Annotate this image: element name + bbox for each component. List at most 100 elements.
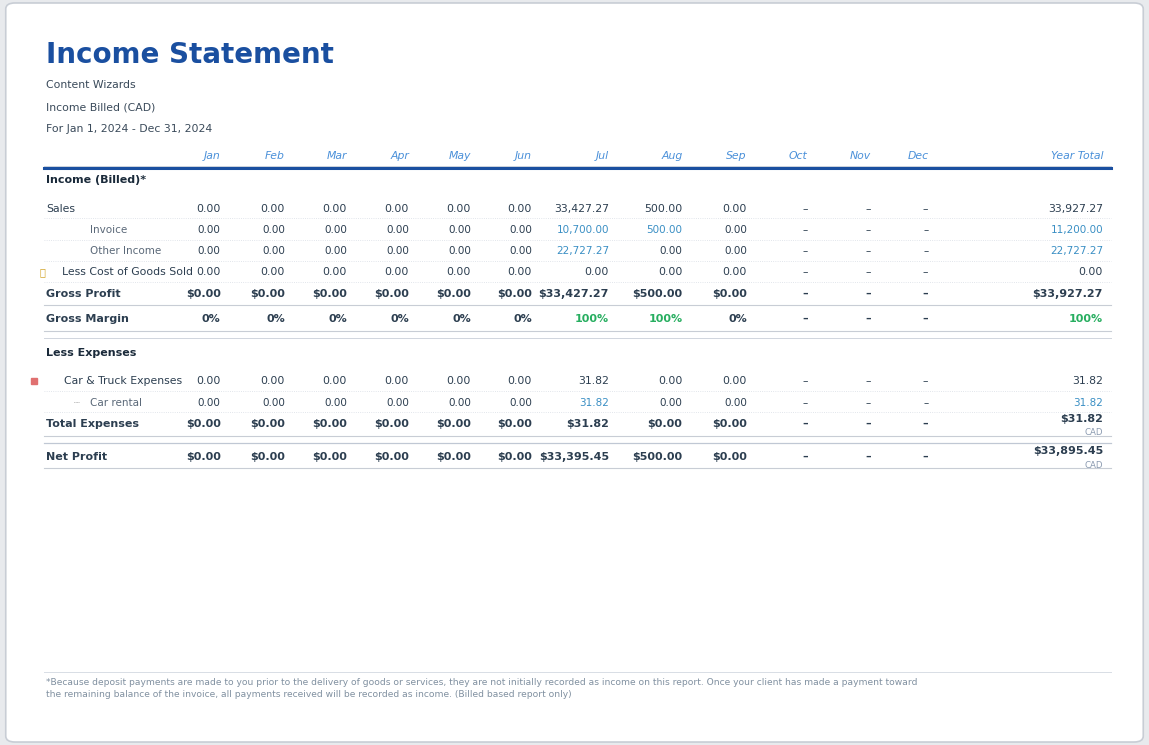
Text: 22,727.27: 22,727.27	[556, 246, 609, 256]
Text: –: –	[865, 398, 871, 408]
Text: $0.00: $0.00	[437, 451, 471, 462]
Text: $0.00: $0.00	[498, 419, 532, 429]
Text: $0.00: $0.00	[437, 288, 471, 299]
Text: Car & Truck Expenses: Car & Truck Expenses	[64, 376, 183, 387]
Text: Invoice: Invoice	[90, 225, 126, 235]
Text: 0%: 0%	[514, 314, 532, 324]
Text: 0.00: 0.00	[262, 246, 285, 256]
Text: 0.00: 0.00	[261, 267, 285, 277]
Text: 0.00: 0.00	[448, 225, 471, 235]
Text: Sep: Sep	[726, 151, 747, 162]
Text: Content Wizards: Content Wizards	[46, 80, 136, 89]
Text: 0.00: 0.00	[385, 203, 409, 214]
Text: –: –	[923, 203, 928, 214]
Text: $33,895.45: $33,895.45	[1033, 446, 1103, 457]
Text: 31.82: 31.82	[579, 398, 609, 408]
Text: 0.00: 0.00	[724, 398, 747, 408]
Text: Ⓢ: Ⓢ	[39, 267, 45, 277]
Text: –: –	[802, 314, 808, 324]
Text: –: –	[923, 246, 928, 256]
Text: $0.00: $0.00	[186, 288, 221, 299]
Text: Apr: Apr	[391, 151, 409, 162]
Text: 0%: 0%	[329, 314, 347, 324]
Text: 11,200.00: 11,200.00	[1050, 225, 1103, 235]
Text: 0.00: 0.00	[509, 246, 532, 256]
Text: –: –	[923, 398, 928, 408]
Text: Less Expenses: Less Expenses	[46, 348, 137, 358]
Text: 0.00: 0.00	[324, 398, 347, 408]
Text: $0.00: $0.00	[498, 451, 532, 462]
Text: Total Expenses: Total Expenses	[46, 419, 139, 429]
Text: 0.00: 0.00	[448, 398, 471, 408]
Text: $0.00: $0.00	[498, 288, 532, 299]
Text: –: –	[802, 288, 808, 299]
Text: 0.00: 0.00	[723, 203, 747, 214]
Text: 0.00: 0.00	[198, 246, 221, 256]
Text: $0.00: $0.00	[313, 419, 347, 429]
Text: 0.00: 0.00	[324, 225, 347, 235]
Text: 0.00: 0.00	[509, 225, 532, 235]
Text: $500.00: $500.00	[632, 451, 683, 462]
Text: –: –	[865, 225, 871, 235]
Text: $0.00: $0.00	[313, 451, 347, 462]
Text: $0.00: $0.00	[186, 419, 221, 429]
Text: Jan: Jan	[203, 151, 221, 162]
Text: $500.00: $500.00	[632, 288, 683, 299]
Text: –: –	[865, 288, 871, 299]
Text: 0.00: 0.00	[447, 376, 471, 387]
Text: For Jan 1, 2024 - Dec 31, 2024: For Jan 1, 2024 - Dec 31, 2024	[46, 124, 213, 134]
Text: Net Profit: Net Profit	[46, 451, 107, 462]
Text: 0%: 0%	[728, 314, 747, 324]
Text: 22,727.27: 22,727.27	[1050, 246, 1103, 256]
Text: $33,927.27: $33,927.27	[1033, 288, 1103, 299]
Text: $0.00: $0.00	[437, 419, 471, 429]
Text: 0.00: 0.00	[447, 267, 471, 277]
Text: $0.00: $0.00	[375, 288, 409, 299]
Text: –: –	[865, 314, 871, 324]
Text: 0.00: 0.00	[448, 246, 471, 256]
Text: 0.00: 0.00	[196, 376, 221, 387]
Text: 0.00: 0.00	[323, 376, 347, 387]
Text: $33,395.45: $33,395.45	[539, 451, 609, 462]
Text: –: –	[865, 267, 871, 277]
Text: 33,927.27: 33,927.27	[1048, 203, 1103, 214]
Text: 0.00: 0.00	[447, 203, 471, 214]
Text: $0.00: $0.00	[250, 288, 285, 299]
Text: –: –	[802, 419, 808, 429]
Text: May: May	[449, 151, 471, 162]
Text: Less Cost of Goods Sold: Less Cost of Goods Sold	[62, 267, 193, 277]
Text: –: –	[802, 246, 808, 256]
Text: 0.00: 0.00	[196, 267, 221, 277]
Text: –: –	[802, 451, 808, 462]
Text: 0.00: 0.00	[724, 225, 747, 235]
Text: 10,700.00: 10,700.00	[556, 225, 609, 235]
Text: Aug: Aug	[662, 151, 683, 162]
Text: Dec: Dec	[908, 151, 928, 162]
Text: –: –	[802, 267, 808, 277]
Text: 0.00: 0.00	[723, 267, 747, 277]
Text: 0.00: 0.00	[658, 267, 683, 277]
Text: $0.00: $0.00	[375, 419, 409, 429]
Text: 0.00: 0.00	[262, 398, 285, 408]
Text: 0.00: 0.00	[323, 267, 347, 277]
Text: –: –	[923, 288, 928, 299]
Text: –: –	[802, 203, 808, 214]
Text: –: –	[802, 376, 808, 387]
Text: 0.00: 0.00	[660, 246, 683, 256]
Text: ┈: ┈	[74, 398, 79, 408]
Text: Year Total: Year Total	[1050, 151, 1103, 162]
Text: 0.00: 0.00	[508, 267, 532, 277]
Text: $0.00: $0.00	[648, 419, 683, 429]
Text: 0.00: 0.00	[261, 376, 285, 387]
Text: 0.00: 0.00	[723, 376, 747, 387]
Text: 500.00: 500.00	[645, 203, 683, 214]
Text: –: –	[802, 398, 808, 408]
Text: $0.00: $0.00	[186, 451, 221, 462]
Text: 100%: 100%	[1069, 314, 1103, 324]
Text: Income Statement: Income Statement	[46, 41, 334, 69]
Text: 0.00: 0.00	[198, 398, 221, 408]
Text: $0.00: $0.00	[313, 288, 347, 299]
Text: *Because deposit payments are made to you prior to the delivery of goods or serv: *Because deposit payments are made to yo…	[46, 678, 917, 700]
Text: $31.82: $31.82	[566, 419, 609, 429]
Text: –: –	[865, 376, 871, 387]
